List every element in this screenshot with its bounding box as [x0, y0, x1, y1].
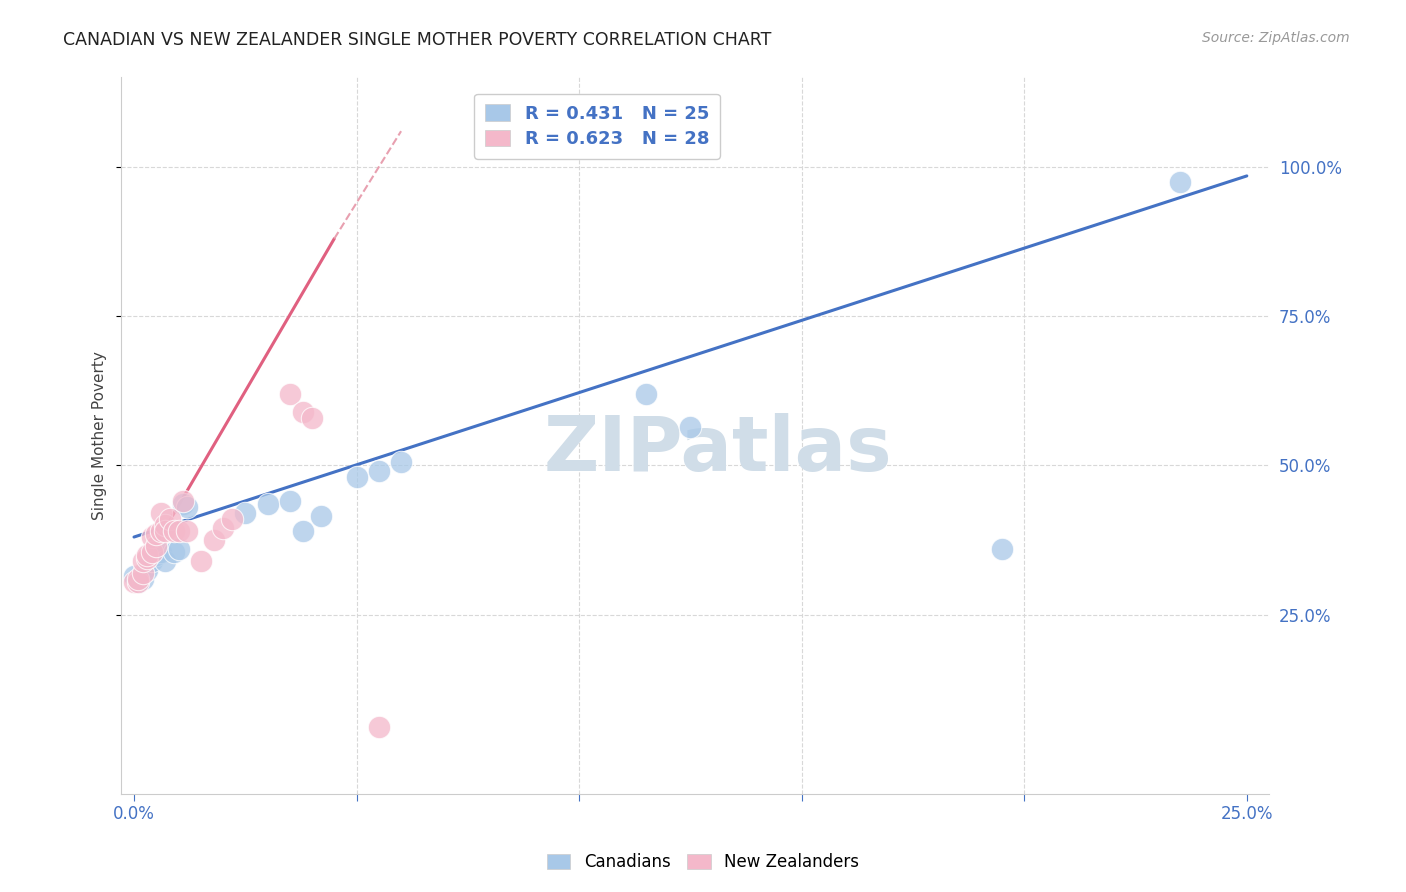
Point [149, 545, 172, 559]
Point [991, 541, 1014, 556]
Point [167, 524, 190, 538]
Legend: Canadians, New Zealanders: Canadians, New Zealanders [538, 845, 868, 880]
Point [149, 524, 172, 538]
Point [159, 512, 181, 526]
Y-axis label: Single Mother Poverty: Single Mother Poverty [93, 351, 107, 520]
Point [145, 539, 167, 553]
Point [367, 464, 389, 478]
Point [132, 554, 155, 568]
Point [346, 470, 368, 484]
Point [176, 524, 198, 538]
Point [153, 518, 176, 533]
Point [309, 509, 332, 524]
Point [221, 512, 243, 526]
Point [212, 521, 235, 535]
Point [153, 524, 176, 538]
Point [256, 497, 278, 511]
Point [202, 533, 225, 547]
Point [389, 455, 412, 469]
Point [190, 554, 212, 568]
Point [233, 506, 256, 520]
Point [163, 545, 186, 559]
Point [679, 419, 702, 434]
Point [167, 541, 190, 556]
Point [367, 720, 389, 734]
Point [127, 572, 149, 586]
Point [132, 572, 155, 586]
Point [141, 545, 163, 559]
Point [136, 560, 159, 574]
Point [141, 554, 163, 568]
Point [634, 386, 657, 401]
Point [163, 524, 186, 538]
Point [301, 410, 323, 425]
Legend: R = 0.431   N = 25, R = 0.623   N = 28: R = 0.431 N = 25, R = 0.623 N = 28 [474, 94, 720, 159]
Text: ZIPatlas: ZIPatlas [544, 413, 893, 487]
Point [136, 550, 159, 565]
Point [136, 563, 159, 577]
Point [1168, 175, 1191, 189]
Point [149, 506, 172, 520]
Point [136, 548, 159, 562]
Point [172, 497, 194, 511]
Point [141, 530, 163, 544]
Point [292, 405, 315, 419]
Point [172, 494, 194, 508]
Point [145, 548, 167, 562]
Point [145, 527, 167, 541]
Point [127, 574, 149, 589]
Point [176, 500, 198, 515]
Point [122, 574, 145, 589]
Text: Source: ZipAtlas.com: Source: ZipAtlas.com [1202, 31, 1350, 45]
Point [127, 574, 149, 589]
Point [278, 494, 301, 508]
Point [122, 569, 145, 583]
Point [292, 524, 315, 538]
Point [153, 554, 176, 568]
Point [132, 566, 155, 580]
Text: CANADIAN VS NEW ZEALANDER SINGLE MOTHER POVERTY CORRELATION CHART: CANADIAN VS NEW ZEALANDER SINGLE MOTHER … [63, 31, 772, 49]
Point [278, 386, 301, 401]
